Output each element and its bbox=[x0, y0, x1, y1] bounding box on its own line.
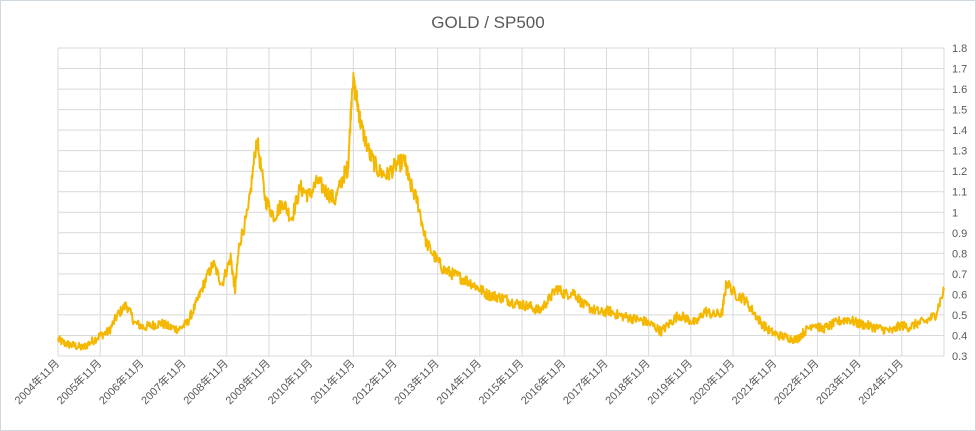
gold-sp500-ratio-line bbox=[57, 71, 945, 351]
x-axis: 2004年11月2005年11月2006年11月2007年11月2008年11月… bbox=[11, 356, 906, 407]
y-tick-label: 1.6 bbox=[952, 84, 967, 96]
y-tick-label: 1.4 bbox=[952, 125, 967, 137]
y-tick-label: 0.3 bbox=[952, 351, 967, 363]
y-tick-label: 1.1 bbox=[952, 187, 967, 199]
y-tick-label: 0.4 bbox=[952, 330, 967, 342]
y-tick-label: 1 bbox=[952, 207, 958, 219]
y-tick-label: 1.2 bbox=[952, 166, 967, 178]
y-tick-label: 1.7 bbox=[952, 64, 967, 76]
y-tick-label: 0.5 bbox=[952, 310, 967, 322]
chart-title: GOLD / SP500 bbox=[431, 13, 544, 32]
series-layer bbox=[57, 71, 945, 351]
y-tick-label: 1.5 bbox=[952, 105, 967, 117]
y-tick-label: 0.9 bbox=[952, 228, 967, 240]
y-tick-label: 0.7 bbox=[952, 269, 967, 281]
x-tick-label: 2024年11月 bbox=[855, 356, 906, 407]
y-tick-label: 0.8 bbox=[952, 248, 967, 260]
y-tick-label: 0.6 bbox=[952, 289, 967, 301]
y-axis: 0.3 0.4 0.5 0.6 0.7 0.8 0.9 1 1.1 1.2 1.3 1.4 1.5 1.6… bbox=[952, 43, 967, 363]
x-tick-label: 2010年11月 bbox=[264, 356, 315, 407]
grid-layer bbox=[57, 47, 945, 357]
y-tick-label: 1.3 bbox=[952, 146, 967, 158]
y-tick-label: 1.8 bbox=[952, 43, 967, 55]
